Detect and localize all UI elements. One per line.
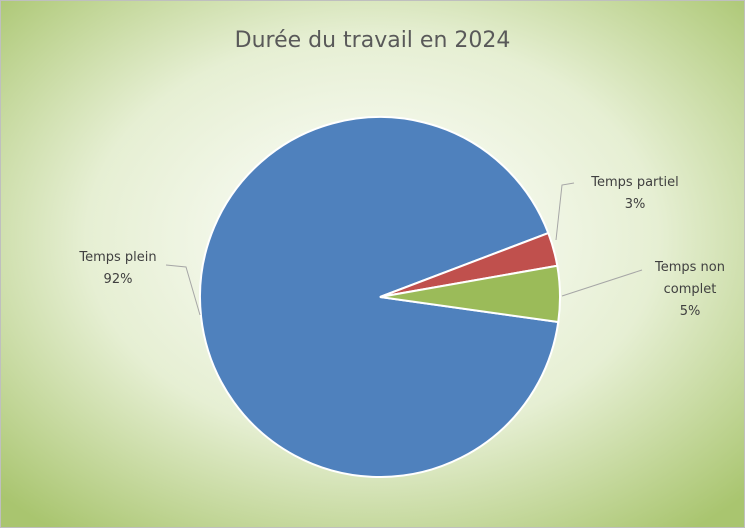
data-label: Temps partiel 3% (575, 172, 695, 216)
value-label: 3% (624, 197, 646, 212)
data-label: Temps non complet 5% (640, 257, 740, 323)
data-label: Temps plein 92% (58, 247, 178, 291)
category-label: Temps plein (79, 250, 157, 265)
leader-line (165, 264, 201, 316)
pie-slice (199, 116, 560, 478)
category-label: Temps non complet (655, 260, 725, 297)
value-label: 92% (103, 272, 133, 287)
category-label: Temps partiel (591, 175, 679, 190)
chart-title: Durée du travail en 2024 (234, 28, 511, 53)
leader-line (561, 269, 643, 297)
pie-slice (379, 264, 561, 324)
value-label: 5% (679, 304, 701, 319)
leader-line (555, 182, 575, 241)
